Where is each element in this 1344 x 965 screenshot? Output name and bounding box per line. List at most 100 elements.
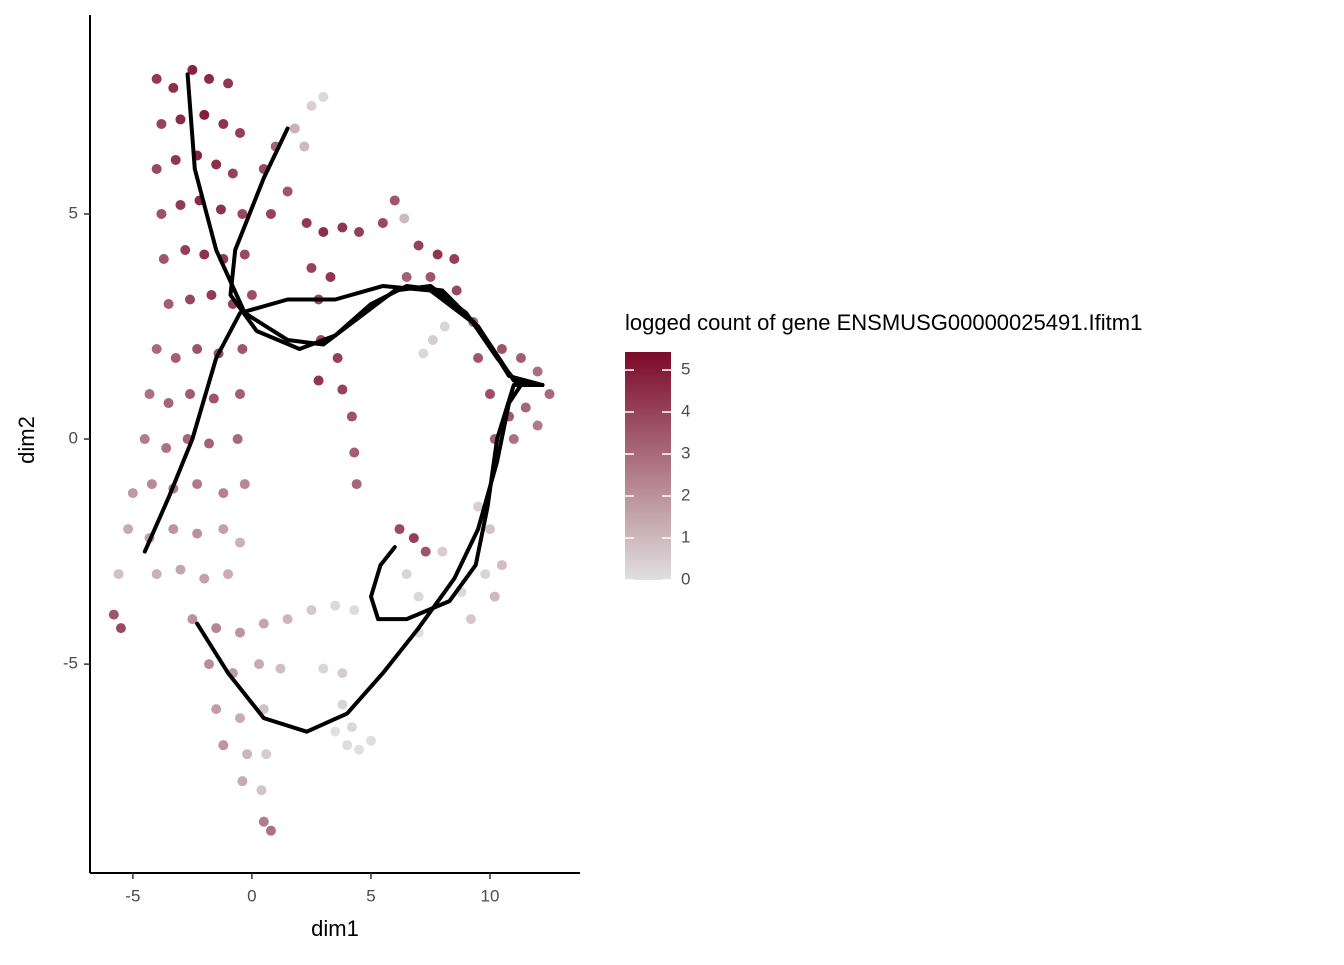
point	[108, 609, 119, 620]
point	[227, 168, 238, 179]
point	[325, 271, 336, 282]
point	[151, 163, 162, 174]
point	[239, 479, 250, 490]
point	[413, 240, 424, 251]
point	[301, 217, 312, 228]
point	[515, 353, 526, 364]
point	[437, 546, 448, 557]
point	[218, 488, 229, 499]
point	[480, 569, 491, 580]
point	[211, 704, 222, 715]
point	[237, 776, 248, 787]
colorbar-tick-label: 0	[681, 569, 690, 588]
point	[146, 479, 157, 490]
point	[151, 569, 162, 580]
point	[175, 199, 186, 210]
point	[313, 375, 324, 386]
point	[185, 389, 195, 400]
point	[258, 618, 269, 629]
point	[242, 749, 253, 760]
trajectory-curve	[228, 126, 545, 387]
point	[282, 186, 293, 197]
point	[394, 524, 405, 535]
point	[258, 704, 269, 715]
point	[401, 271, 412, 282]
trajectory-curve	[369, 383, 545, 622]
point	[485, 524, 495, 535]
x-tick-label: -5	[125, 886, 140, 905]
point	[282, 614, 293, 625]
point	[489, 591, 500, 602]
point	[127, 488, 138, 499]
point	[389, 195, 400, 206]
point	[449, 253, 460, 264]
point	[318, 663, 329, 674]
y-tick-label: 5	[69, 203, 78, 222]
point	[299, 141, 310, 152]
point	[427, 335, 438, 346]
point	[342, 740, 353, 751]
point	[218, 118, 229, 129]
point	[156, 208, 167, 219]
point	[192, 479, 203, 490]
point	[254, 659, 265, 670]
point	[151, 344, 162, 355]
point	[223, 569, 234, 580]
point	[199, 249, 210, 260]
point	[275, 663, 286, 674]
point	[204, 73, 215, 84]
x-axis-title: dim1	[311, 916, 359, 941]
point	[139, 434, 150, 445]
point	[239, 249, 250, 260]
point	[204, 438, 215, 449]
points	[108, 64, 555, 836]
point	[349, 605, 360, 616]
y-tick-label: -5	[63, 654, 78, 673]
point	[330, 600, 341, 611]
point	[346, 722, 357, 733]
point	[218, 740, 229, 751]
x-tick-label: 5	[366, 886, 375, 905]
point	[206, 289, 217, 300]
point	[185, 294, 195, 305]
point	[544, 389, 555, 400]
point	[473, 501, 484, 512]
point	[408, 533, 419, 544]
x-tick-label: 0	[247, 886, 256, 905]
point	[204, 659, 215, 670]
colorbar	[625, 352, 671, 580]
point	[496, 560, 507, 571]
point	[532, 420, 543, 431]
colorbar-tick-label: 5	[681, 360, 690, 379]
point	[170, 154, 181, 165]
colorbar-tick-label: 1	[681, 527, 690, 546]
point	[237, 344, 248, 355]
point	[349, 447, 360, 458]
trajectory-curve	[142, 284, 545, 554]
point	[180, 244, 191, 255]
point	[115, 623, 126, 634]
point	[144, 389, 155, 400]
point	[337, 668, 348, 679]
point	[485, 389, 495, 400]
point	[306, 262, 317, 273]
point	[175, 564, 186, 575]
point	[208, 393, 219, 404]
point	[218, 524, 229, 535]
point	[170, 353, 181, 364]
trajectory-curve	[195, 383, 545, 734]
x-tick-label: 10	[481, 886, 500, 905]
point	[235, 127, 245, 138]
point	[337, 384, 348, 395]
point	[199, 573, 210, 584]
point	[289, 123, 300, 134]
point	[265, 825, 276, 836]
point	[235, 389, 245, 400]
point	[420, 546, 431, 557]
point	[258, 816, 269, 827]
point	[151, 73, 162, 84]
point	[235, 713, 245, 724]
point	[354, 744, 365, 755]
trajectory-curve	[185, 72, 545, 387]
